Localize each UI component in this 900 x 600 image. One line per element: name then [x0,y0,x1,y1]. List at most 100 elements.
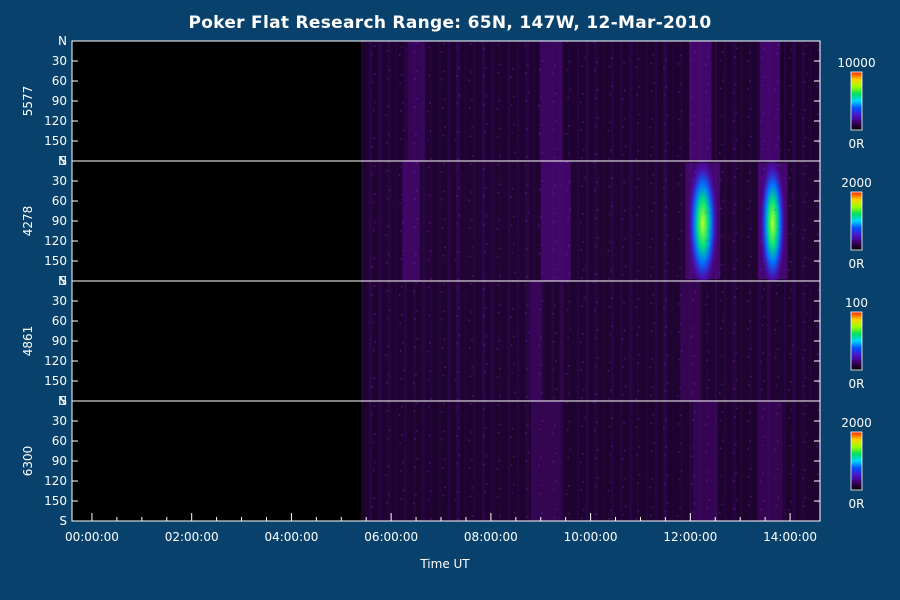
noise-speck [583,389,585,391]
noise-speck [399,202,401,204]
noise-speck [414,346,417,348]
noise-speck [805,192,808,195]
noise-speck [441,347,444,349]
noise-speck [468,439,471,442]
arc-band-1 [680,281,701,401]
noise-speck [707,55,709,57]
noise-speck [496,348,498,350]
noise-speck [777,136,780,138]
noise-speck [734,443,737,446]
noise-speck [485,187,487,189]
noise-speck [527,92,530,94]
noise-speck [707,415,709,417]
noise-speck [747,356,750,358]
striation [525,161,530,281]
y-tick-label: 30 [52,174,67,188]
noise-speck [708,111,710,113]
noise-speck [791,316,793,319]
noise-speck [525,192,527,194]
noise-speck [457,398,459,401]
noise-speck [678,119,681,121]
striation [602,401,604,521]
noise-speck [526,488,528,490]
noise-speck [706,147,709,149]
noise-speck [511,372,513,374]
striation [525,401,530,521]
noise-speck [651,238,654,240]
striation [809,401,811,521]
noise-speck [541,272,543,274]
noise-speck [416,218,419,220]
noise-speck [416,338,419,340]
y-tick-label: 90 [52,454,67,468]
noise-speck [705,91,707,94]
noise-speck [817,261,819,263]
noise-speck [388,161,390,164]
noise-speck [579,461,582,464]
noise-speck [788,509,790,511]
noise-speck [678,359,681,361]
noise-speck [541,152,543,154]
x-tick-label: 02:00:00 [165,530,219,544]
noise-speck [428,406,430,409]
noise-speck [750,495,752,498]
noise-speck [746,300,749,302]
noise-speck [458,426,460,429]
striation [749,41,752,161]
noise-speck [567,457,569,459]
noise-speck [750,135,752,138]
arc-core-3 [759,157,786,290]
noise-speck [762,232,764,234]
noise-speck [486,123,488,125]
striation [585,41,589,161]
panel-4278: N 30 60 90 120 150 S 4278 2000 0R [21,154,872,290]
noise-speck [373,257,375,260]
noise-speck [484,251,486,254]
noise-speck [761,444,764,446]
noise-speck [387,465,389,468]
noise-speck [499,63,502,65]
noise-speck [761,296,763,299]
noise-speck [732,332,735,334]
noise-speck [554,304,556,307]
noise-speck [594,457,597,460]
striation [404,281,407,401]
noise-speck [789,473,792,475]
noise-speck [690,95,693,98]
noise-speck [818,317,820,319]
noise-speck [568,512,570,515]
striation [368,401,372,521]
noise-speck [637,58,640,60]
noise-speck [458,454,461,457]
noise-speck [387,253,390,256]
noise-speck [385,142,388,144]
striation [404,41,407,161]
noise-speck [541,392,543,394]
noise-speck [817,289,820,291]
striation [464,41,466,161]
noise-speck [749,467,752,470]
y-tick-label: 90 [52,214,67,228]
striation [378,401,382,521]
striation [378,41,382,161]
noise-speck [691,511,694,513]
noise-speck [513,483,515,486]
noise-speck [816,325,818,328]
noise-speck [790,500,792,503]
noise-speck [485,67,487,69]
noise-speck [398,54,401,56]
noise-speck [441,107,444,109]
striation [395,161,397,281]
noise-speck [566,429,569,431]
noise-speck [690,335,693,338]
noise-speck [582,93,584,95]
noise-speck [416,190,418,192]
noise-speck [441,79,443,81]
noise-speck [512,308,514,310]
noise-speck [513,151,516,154]
striation [473,401,476,521]
striation [740,281,742,401]
noise-speck [692,299,694,301]
noise-speck [610,417,613,419]
noise-speck [804,349,806,351]
